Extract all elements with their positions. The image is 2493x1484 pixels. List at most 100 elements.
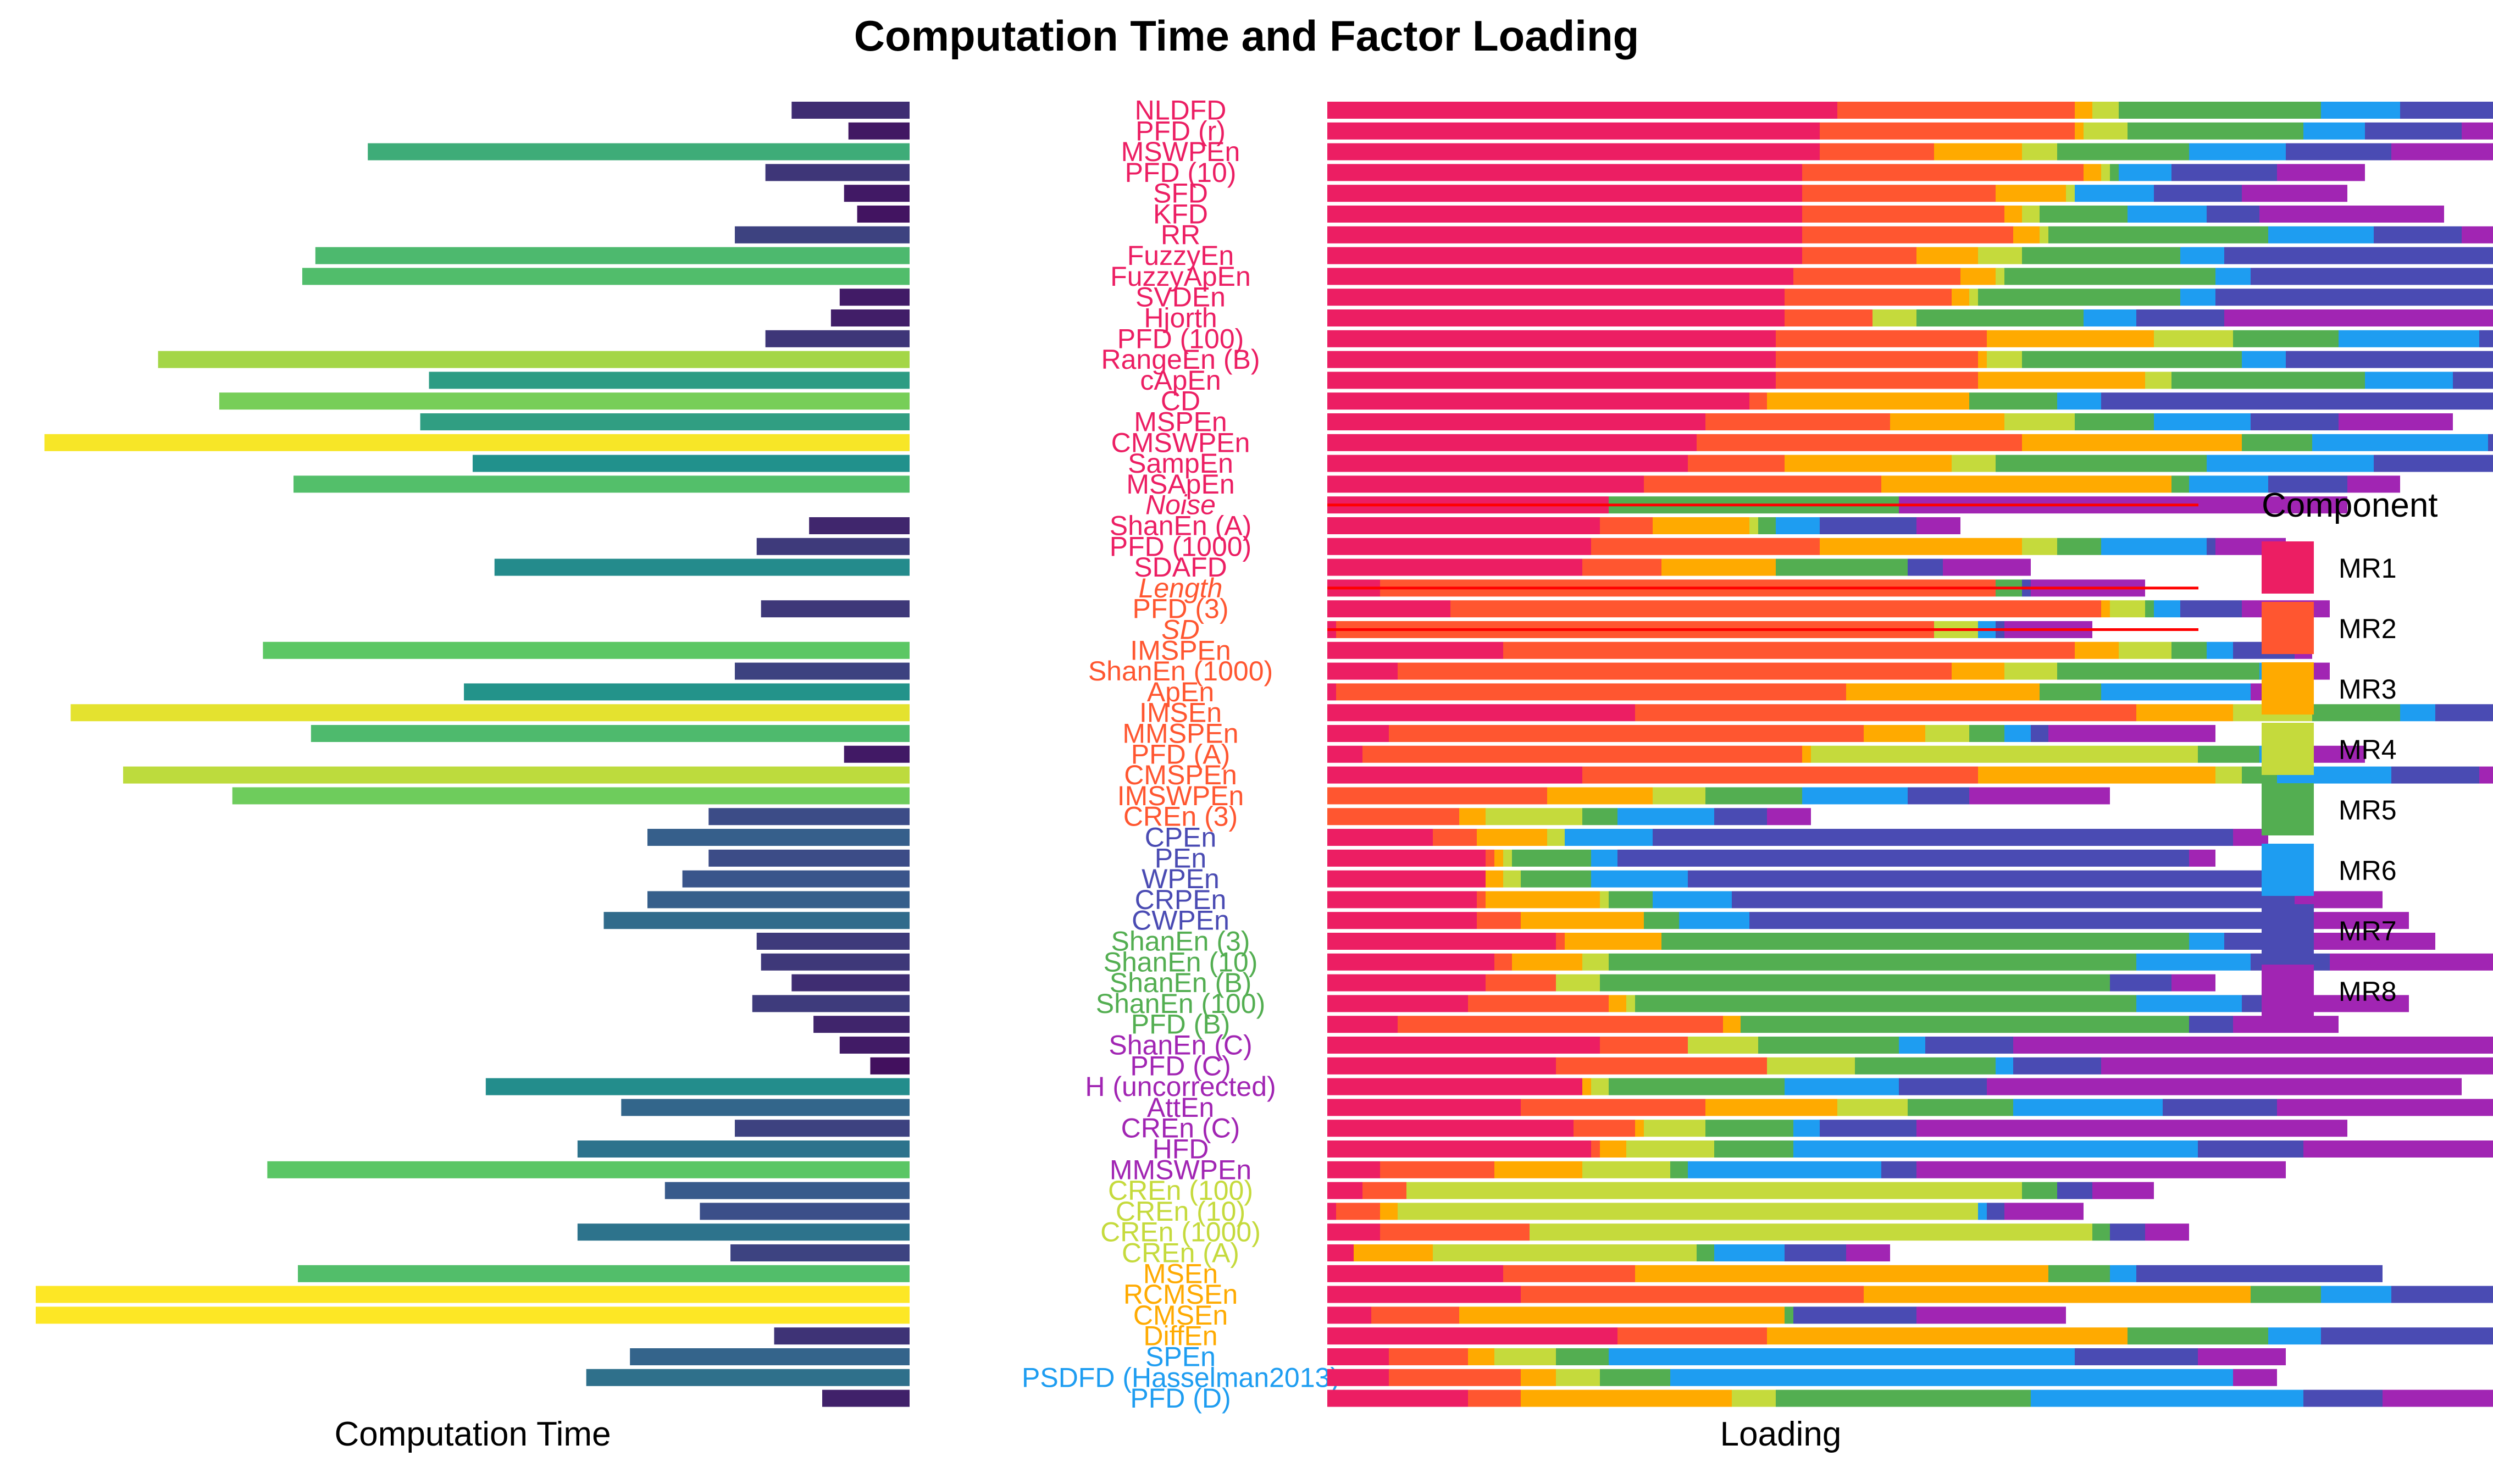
- loading-segment-shanen-1000-mr4: [2004, 662, 2057, 680]
- loading-segment-imspen-mr3: [2075, 641, 2119, 659]
- loading-segment-cren-a-mr8: [1846, 1244, 1890, 1261]
- loading-segment-rr-mr8: [2462, 226, 2493, 243]
- measure-label-cmspen: CMSPEn: [1124, 760, 1237, 790]
- loading-segment-rr-mr1: [1327, 226, 1802, 243]
- loading-segment-kfd-mr2: [1802, 206, 2004, 223]
- loading-segment-cmsen-mr8: [1916, 1306, 2066, 1324]
- loading-segment-cmspen-mr2: [1582, 766, 1978, 784]
- measure-label-imspen: IMSPEn: [1130, 635, 1231, 666]
- loading-segment-shanen-b-mr8: [2171, 974, 2215, 992]
- loading-segment-cren-100-mr2: [1362, 1182, 1406, 1199]
- loading-segment-svden-mr7: [2215, 289, 2493, 306]
- time-bar-hfd: [577, 1140, 910, 1158]
- loading-segment-diffen-mr2: [1617, 1327, 1767, 1345]
- loading-segment-pen-mr5: [1512, 849, 1591, 867]
- loading-segment-cmspen-mr8: [2479, 766, 2493, 784]
- loading-segment-wpen-mr1: [1327, 870, 1486, 888]
- loading-segment-imsen-mr5: [2312, 704, 2400, 722]
- loading-segment-crpen-mr3: [1486, 891, 1600, 909]
- loading-segment-capen-mr7: [2453, 372, 2493, 389]
- time-bar-capen: [429, 372, 910, 389]
- loading-segment-crpen-mr5: [1609, 891, 1653, 909]
- measure-label-psdfd-hasselman2013: PSDFD (Hasselman2013): [1022, 1362, 1339, 1393]
- loading-segment-spen-mr2: [1389, 1348, 1468, 1365]
- loading-segment-cmsen-mr2: [1371, 1306, 1459, 1324]
- time-bar-cren-a: [730, 1244, 910, 1261]
- loading-segment-sdafd-mr1: [1327, 558, 1582, 576]
- loading-segment-rcmsen-mr3: [1864, 1286, 2251, 1303]
- loading-segment-h-uncorrected-mr4: [1591, 1078, 1609, 1095]
- loading-segment-hjorth-mr1: [1327, 309, 1785, 326]
- loading-segment-diffen-mr1: [1327, 1327, 1617, 1345]
- loading-segment-cren-3-mr2: [1327, 808, 1459, 826]
- loading-segment-spen-mr4: [1494, 1348, 1556, 1365]
- loading-segment-msen-mr3: [1635, 1265, 2048, 1282]
- time-bar-diffen: [774, 1327, 910, 1345]
- loading-segment-cpen-mr1: [1327, 829, 1433, 846]
- measure-label-sampen: SampEn: [1128, 448, 1233, 479]
- time-bar-imswpen: [232, 787, 910, 805]
- loading-segment-rr-mr5: [2048, 226, 2268, 243]
- loading-segment-cren-a-mr1: [1327, 1244, 1354, 1261]
- measure-label-atten: AttEn: [1147, 1092, 1214, 1123]
- measure-label-sfd: SFD: [1153, 178, 1208, 209]
- measure-label-mswpen: MSWPEn: [1121, 136, 1240, 167]
- legend-swatch-mr2: [2262, 602, 2314, 654]
- measure-label-rcmsen: RCMSEn: [1123, 1279, 1238, 1310]
- measure-label-shanen-10: ShanEn (10): [1104, 946, 1258, 977]
- loading-segment-svden-mr4: [1969, 289, 1978, 306]
- loading-segment-rangeen-b-mr1: [1327, 351, 1776, 368]
- loading-segment-pfd-10-mr7: [2171, 164, 2277, 181]
- loading-segment-hfd-mr6: [1793, 1140, 2198, 1158]
- loading-segment-diffen-mr5: [2128, 1327, 2268, 1345]
- loading-segment-sampen-mr3: [1785, 455, 1952, 472]
- measure-label-pfd-b: PFD (B): [1131, 1009, 1231, 1040]
- measure-label-cd: CD: [1161, 386, 1200, 417]
- loading-segment-pfd-3-mr5: [2145, 600, 2154, 618]
- loading-segment-pfd-d-mr4: [1732, 1389, 1776, 1407]
- measure-label-rangeen-b: RangeEn (B): [1101, 344, 1260, 375]
- time-bar-imsen: [70, 704, 910, 722]
- measure-label-sd: SD: [1161, 614, 1199, 645]
- time-bar-pfd-b: [813, 1016, 910, 1033]
- time-bar-shanen-1000: [735, 662, 910, 680]
- loading-segment-hjorth-mr7: [2136, 309, 2224, 326]
- measure-label-pfd-1000: PFD (1000): [1110, 531, 1251, 562]
- loading-segment-rangeen-b-mr6: [2242, 351, 2286, 368]
- loading-segment-shanen-c-mr6: [1899, 1037, 1925, 1054]
- time-bar-shanen-c: [839, 1037, 910, 1054]
- loading-segment-psdfd-hasselman2013-mr2: [1389, 1369, 1521, 1386]
- loading-segment-pfd-10-mr6: [2119, 164, 2171, 181]
- loading-segment-cd-mr3: [1767, 392, 1969, 410]
- loading-segment-mswpen-mr2: [1820, 143, 1934, 160]
- loading-segment-capen-mr1: [1327, 372, 1776, 389]
- loading-segment-cren-a-mr6: [1714, 1244, 1785, 1261]
- legend: Component MR1 MR2 MR3 MR4 MR5 MR6 MR7 MR8: [2262, 486, 2438, 1017]
- loading-segment-pfd-3-mr3: [2101, 600, 2110, 618]
- loading-segment-mswpen-mr3: [1934, 143, 2022, 160]
- measure-label-cmswpen: CMSWPEn: [1111, 427, 1250, 458]
- loading-segment-mspen-mr3: [1890, 413, 2004, 430]
- loading-segment-pen-mr3: [1494, 849, 1503, 867]
- measure-label-imswpen: IMSWPEn: [1117, 780, 1244, 811]
- loading-segment-shanen-3-mr1: [1327, 933, 1556, 950]
- loading-segment-shanen-100-mr2: [1468, 995, 1609, 1012]
- time-bar-spen: [630, 1348, 910, 1365]
- loading-segment-mspen-mr8: [2339, 413, 2453, 430]
- loading-segment-pfd-a-mr4: [1811, 745, 2198, 763]
- loading-segment-pfd-100-mr5: [2233, 330, 2339, 347]
- time-bar-mmswpen: [267, 1161, 910, 1178]
- loading-segment-hjorth-mr5: [1916, 309, 2084, 326]
- loading-segment-cren-100-mr1: [1327, 1182, 1362, 1199]
- loading-segment-shanen-c-mr7: [1925, 1037, 2013, 1054]
- loading-segment-msen-mr6: [2110, 1265, 2136, 1282]
- measure-label-cmsen: CMSEn: [1133, 1300, 1228, 1331]
- loading-segment-svden-mr3: [1952, 289, 1969, 306]
- loading-segment-pen-mr8: [2189, 849, 2215, 867]
- loading-segment-shanen-10-mr8: [2330, 953, 2493, 971]
- measure-label-pfd-d: PFD (D): [1130, 1383, 1231, 1414]
- time-bar-pfd-d: [822, 1389, 910, 1407]
- loading-segment-cren-3-mr5: [1582, 808, 1617, 826]
- loading-segment-rangeen-b-mr5: [2022, 351, 2242, 368]
